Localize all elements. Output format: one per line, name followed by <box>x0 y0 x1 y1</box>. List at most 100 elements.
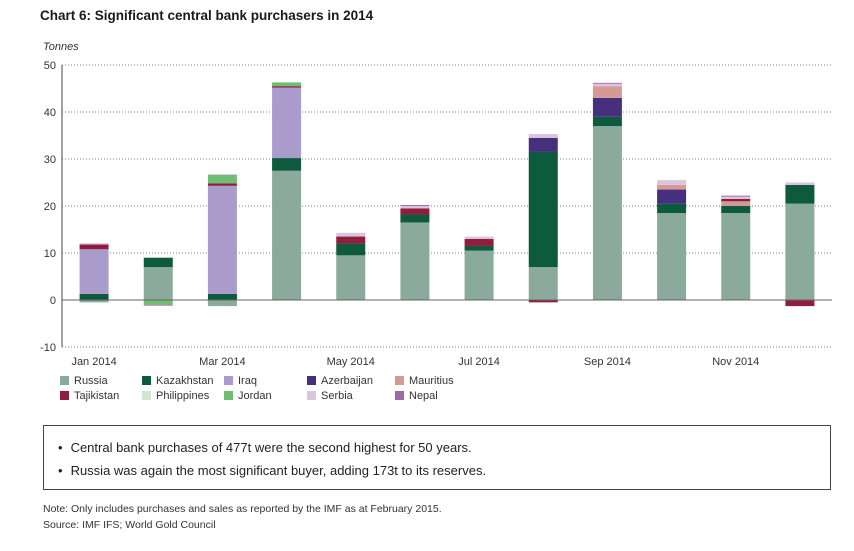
bar-segment-kazakhstan <box>79 293 109 300</box>
bar-segment-russia <box>207 300 237 307</box>
bar-segment-serbia <box>528 134 558 138</box>
bar-segment-kazakhstan <box>207 293 237 300</box>
bar-segment-nepal <box>400 205 430 206</box>
legend-swatch-kazakhstan <box>142 376 151 385</box>
y-tick-label: 30 <box>44 154 56 166</box>
bar-segment-russia <box>785 203 815 300</box>
legend-label-jordan: Jordan <box>238 390 272 402</box>
bar-segment-azerbaijan <box>528 137 558 152</box>
legend-item-kazakhstan: Kazakhstan <box>142 375 213 387</box>
bar-segment-iraq <box>272 87 302 159</box>
key-points-box: Central bank purchases of 477t were the … <box>43 425 831 490</box>
bar-segment-kazakhstan <box>721 206 751 214</box>
bar-segment-serbia <box>207 174 237 175</box>
bar-segment-russia <box>721 213 751 300</box>
bar-segment-serbia <box>400 206 430 209</box>
bar-segment-russia <box>657 213 687 300</box>
bar-segment-kazakhstan <box>657 203 687 214</box>
y-tick-label: 10 <box>44 248 56 260</box>
bar-segment-russia <box>592 126 622 300</box>
bar-segment-kazakhstan <box>592 116 622 127</box>
bar-segment-tajikistan <box>336 236 366 244</box>
y-axis-label: Tonnes <box>43 41 79 53</box>
legend-label-nepal: Nepal <box>409 390 438 402</box>
bar-segment-mauritius <box>657 184 687 190</box>
bar-segment-nepal <box>592 82 622 84</box>
x-tick-label: Nov 2014 <box>712 356 759 368</box>
legend-swatch-iraq <box>224 376 233 385</box>
key-points-list: Central bank purchases of 477t were the … <box>58 436 816 482</box>
bar-segment-russia <box>464 250 494 300</box>
legend-swatch-mauritius <box>395 376 404 385</box>
legend-label-kazakhstan: Kazakhstan <box>156 375 214 387</box>
bar-segment-russia <box>79 300 109 303</box>
y-tick-label: -10 <box>40 342 56 354</box>
bar-segment-russia <box>143 267 173 300</box>
legend-item-philippines: Philippines <box>142 390 209 402</box>
bar-segment-jordan <box>143 300 173 305</box>
bar-segment-nepal <box>143 304 173 306</box>
legend-label-philippines: Philippines <box>156 390 210 402</box>
legend-swatch-nepal <box>395 391 404 400</box>
legend-item-mauritius: Mauritius <box>395 375 454 387</box>
y-tick-label: 50 <box>44 60 56 72</box>
bar-segment-russia <box>336 255 366 300</box>
y-tick-label: 40 <box>44 107 56 119</box>
legend-swatch-russia <box>60 376 69 385</box>
legend-label-iraq: Iraq <box>238 375 257 387</box>
legend-item-azerbaijan: Azerbaijan <box>307 375 373 387</box>
bar-segment-kazakhstan <box>528 151 558 268</box>
bar-segment-mauritius <box>721 201 751 206</box>
bar-segment-russia <box>272 170 302 300</box>
bar-segment-russia <box>528 267 558 300</box>
legend-swatch-jordan <box>224 391 233 400</box>
bar-segment-iraq <box>79 249 109 294</box>
key-point: Central bank purchases of 477t were the … <box>58 436 816 459</box>
bar-segment-tajikistan <box>272 86 302 88</box>
legend-label-russia: Russia <box>74 375 108 387</box>
bar-segment-tajikistan <box>785 300 815 307</box>
key-point: Russia was again the most significant bu… <box>58 459 816 482</box>
bar-segment-serbia <box>657 180 687 185</box>
bar-segment-kazakhstan <box>272 158 302 171</box>
legend-swatch-serbia <box>307 391 316 400</box>
bar-segment-serbia <box>785 182 815 185</box>
legend-item-serbia: Serbia <box>307 390 353 402</box>
legend-swatch-philippines <box>142 391 151 400</box>
x-tick-label: May 2014 <box>327 356 375 368</box>
legend-label-mauritius: Mauritius <box>409 375 454 387</box>
y-tick-label: 0 <box>50 295 56 307</box>
x-tick-label: Sep 2014 <box>584 356 631 368</box>
bar-segment-azerbaijan <box>657 189 687 204</box>
bar-segment-serbia <box>592 83 622 87</box>
bar-segment-kazakhstan <box>336 243 366 256</box>
source-note: Source: IMF IFS; World Gold Council <box>43 519 216 531</box>
bar-segment-tajikistan <box>528 300 558 303</box>
bar-segment-russia <box>400 222 430 300</box>
bar-segment-tajikistan <box>400 208 430 215</box>
bar-segment-serbia <box>721 196 751 199</box>
bar-segment-kazakhstan <box>143 257 173 268</box>
bar-segment-kazakhstan <box>400 214 430 223</box>
bar-segment-kazakhstan <box>785 184 815 204</box>
bar-segment-kazakhstan <box>464 245 494 251</box>
footnote: Note: Only includes purchases and sales … <box>43 503 442 515</box>
legend-swatch-azerbaijan <box>307 376 316 385</box>
legend-item-nepal: Nepal <box>395 390 438 402</box>
stacked-bar-chart: -10 0 10 20 30 40 50 Jan 2014 Mar 2014 May 2014 Ju… <box>40 60 832 368</box>
bar-segment-serbia <box>336 232 366 237</box>
legend-item-jordan: Jordan <box>224 390 272 402</box>
bar-segment-tajikistan <box>79 244 109 250</box>
legend-label-azerbaijan: Azerbaijan <box>321 375 373 387</box>
bar-segment-iraq <box>207 185 237 294</box>
bar-segment-tajikistan <box>207 183 237 186</box>
legend-label-tajikistan: Tajikistan <box>74 390 120 402</box>
bar-segment-jordan <box>272 82 302 87</box>
bar-segment-nepal <box>721 195 751 197</box>
bar-segment-tajikistan <box>721 198 751 202</box>
y-tick-label: 20 <box>44 201 56 213</box>
legend-label-serbia: Serbia <box>321 390 353 402</box>
bar-segment-mauritius <box>592 86 622 98</box>
bar-segment-jordan <box>207 174 237 184</box>
x-tick-label: Jan 2014 <box>71 356 116 368</box>
